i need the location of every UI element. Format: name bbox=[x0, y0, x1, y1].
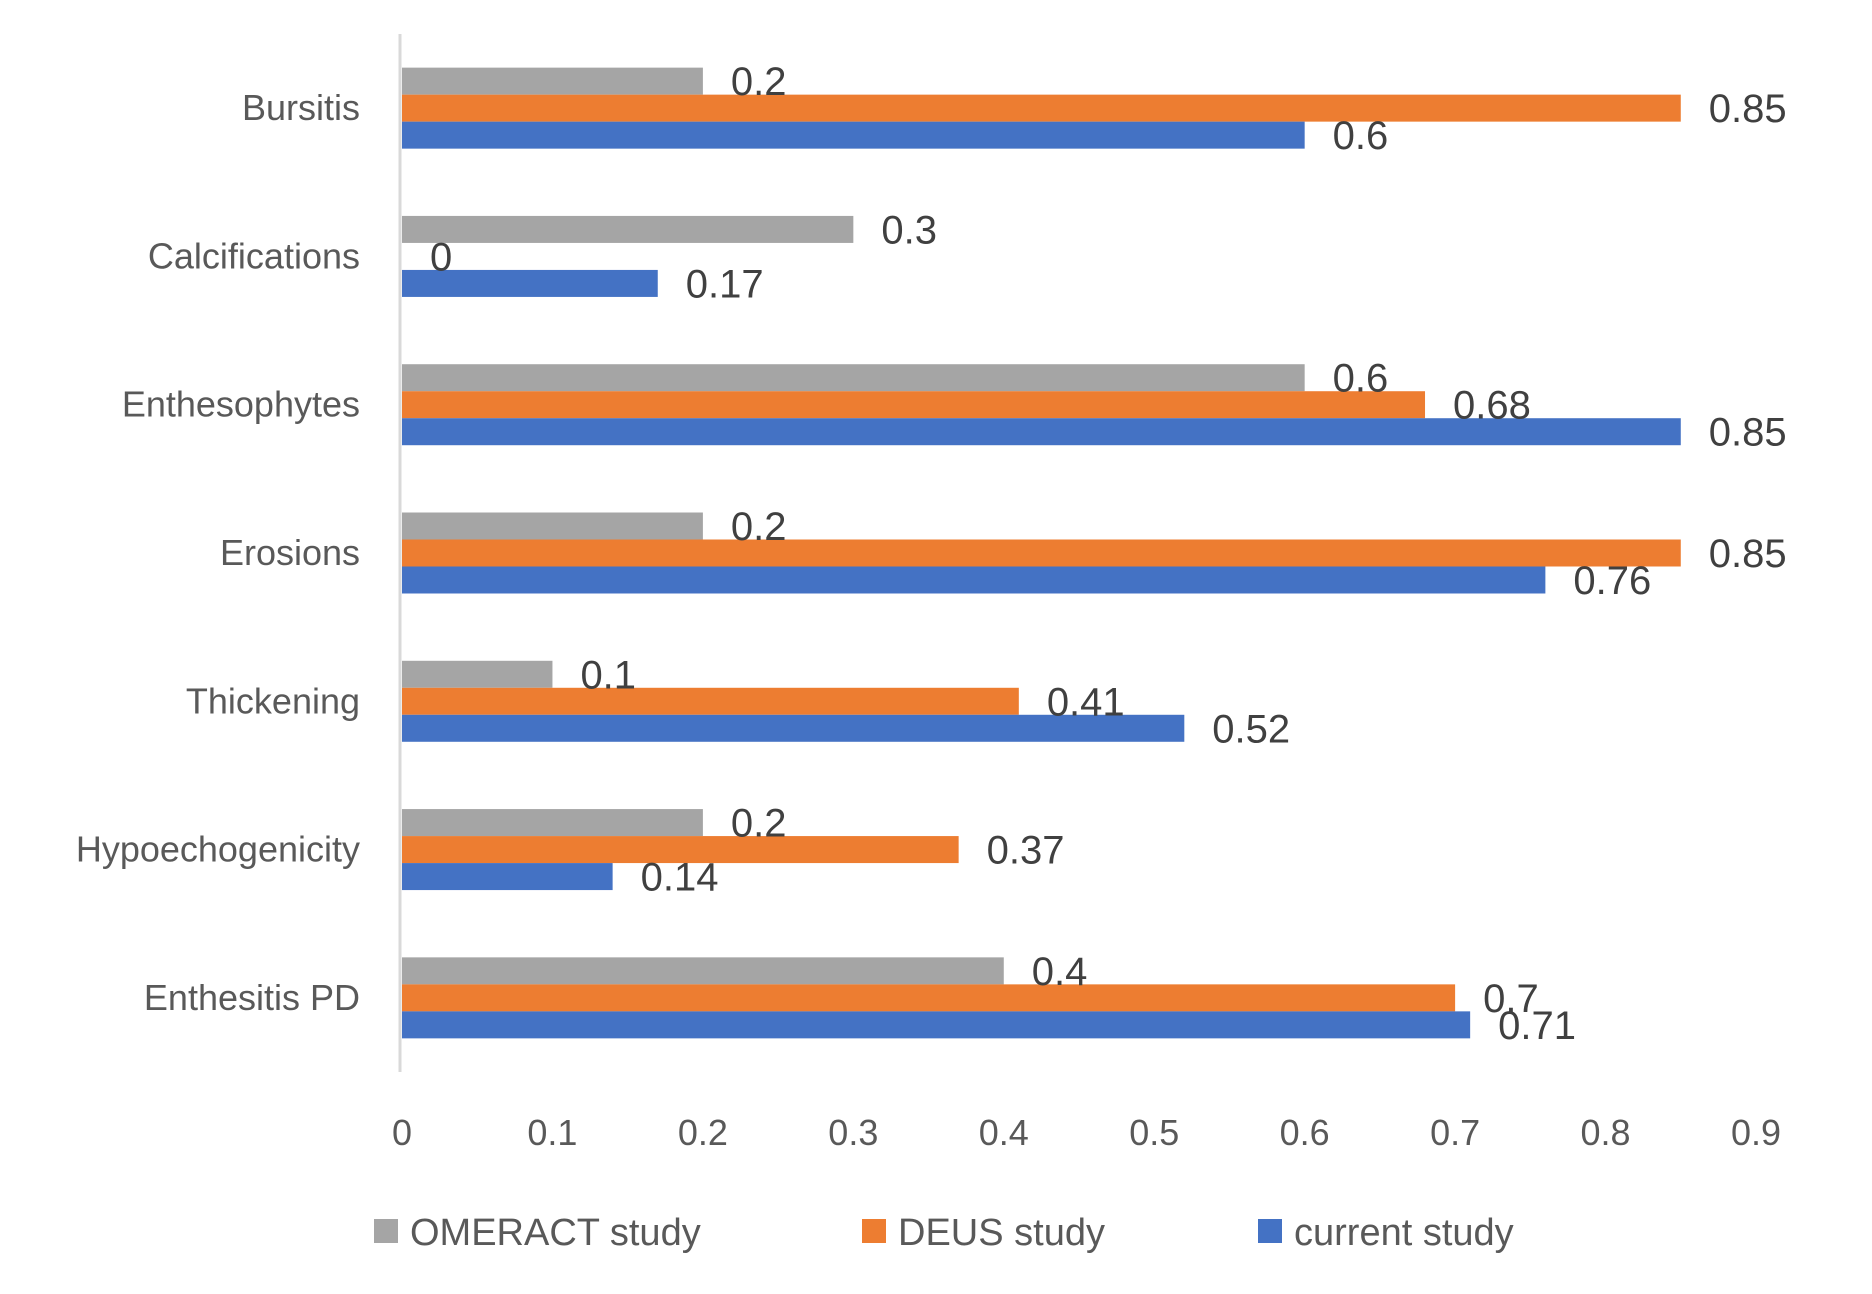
category-label: Thickening bbox=[186, 680, 360, 721]
legend-label: current study bbox=[1294, 1212, 1514, 1254]
legend-swatch bbox=[1258, 1219, 1282, 1243]
data-label: 0.4 bbox=[1032, 950, 1088, 994]
bar-omeract-study bbox=[402, 215, 854, 243]
x-tick-label: 0.9 bbox=[1731, 1112, 1781, 1153]
data-label: 0.14 bbox=[641, 856, 719, 900]
x-tick-label: 0.2 bbox=[678, 1112, 728, 1153]
category-label: Enthesitis PD bbox=[144, 977, 360, 1018]
bar-current-study bbox=[402, 269, 658, 297]
data-label: 0.41 bbox=[1047, 680, 1125, 724]
legend: OMERACT study DEUS study current study bbox=[374, 1212, 1514, 1254]
category-label: Calcifications bbox=[148, 235, 360, 276]
data-label: 0.7 bbox=[1483, 977, 1539, 1021]
bars-layer bbox=[402, 67, 1681, 1039]
data-label: 0.37 bbox=[987, 829, 1065, 873]
data-label: 0.2 bbox=[731, 60, 787, 104]
category-label: Bursitis bbox=[242, 87, 360, 128]
bar-deus-study bbox=[402, 836, 959, 864]
bar-omeract-study bbox=[402, 809, 703, 837]
data-label: 0.71 bbox=[1498, 1004, 1576, 1048]
x-tick-label: 0.5 bbox=[1129, 1112, 1179, 1153]
data-label: 0.85 bbox=[1709, 87, 1787, 131]
bar-deus-study bbox=[402, 687, 1019, 715]
bar-deus-study bbox=[402, 984, 1456, 1012]
legend-swatch bbox=[862, 1219, 886, 1243]
data-label: 0 bbox=[430, 235, 452, 279]
bar-current-study bbox=[402, 863, 613, 891]
data-label: 0.2 bbox=[731, 802, 787, 846]
bar-omeract-study bbox=[402, 364, 1305, 392]
data-label: 0.68 bbox=[1453, 384, 1531, 428]
x-tick-label: 0.3 bbox=[828, 1112, 878, 1153]
legend-swatch bbox=[374, 1219, 398, 1243]
x-tick-label: 0.7 bbox=[1430, 1112, 1480, 1153]
axis-layer: Bursitis Calcifications Enthesophytes Erosi… bbox=[76, 34, 1781, 1153]
category-label: Enthesophytes bbox=[122, 384, 360, 425]
data-label: 0.52 bbox=[1212, 707, 1290, 751]
x-tick-label: 0 bbox=[392, 1112, 412, 1153]
bar-current-study bbox=[402, 1011, 1471, 1039]
bar-current-study bbox=[402, 714, 1185, 742]
data-labels-layer: 0.2 0.85 0.6 0.3 0 0.17 0.6 0.68 0.85 0.2 0.85 0.76… bbox=[430, 60, 1787, 1048]
category-label: Hypoechogenicity bbox=[76, 829, 360, 870]
bar-omeract-study bbox=[402, 660, 553, 688]
category-label: Erosions bbox=[220, 532, 360, 573]
legend-label: OMERACT study bbox=[410, 1212, 701, 1254]
bar-omeract-study bbox=[402, 512, 703, 540]
data-label: 0.2 bbox=[731, 505, 787, 549]
data-label: 0.6 bbox=[1333, 114, 1389, 158]
bar-current-study bbox=[402, 121, 1305, 149]
bar-current-study bbox=[402, 418, 1681, 446]
data-label: 0.85 bbox=[1709, 532, 1787, 576]
data-label: 0.1 bbox=[580, 653, 636, 697]
bar-deus-study bbox=[402, 391, 1426, 419]
data-label: 0.76 bbox=[1573, 559, 1651, 603]
bar-omeract-study bbox=[402, 67, 703, 95]
data-label: 0.3 bbox=[881, 208, 937, 252]
x-tick-label: 0.4 bbox=[979, 1112, 1029, 1153]
bar-deus-study bbox=[402, 539, 1681, 567]
bar-deus-study bbox=[402, 94, 1681, 122]
data-label: 0.6 bbox=[1333, 357, 1389, 401]
x-tick-label: 0.8 bbox=[1581, 1112, 1631, 1153]
legend-label: DEUS study bbox=[898, 1212, 1105, 1254]
bar-current-study bbox=[402, 566, 1546, 594]
bar-omeract-study bbox=[402, 957, 1004, 985]
x-tick-label: 0.6 bbox=[1280, 1112, 1330, 1153]
x-tick-label: 0.1 bbox=[527, 1112, 577, 1153]
data-label: 0.85 bbox=[1709, 411, 1787, 455]
data-label: 0.17 bbox=[686, 262, 764, 306]
